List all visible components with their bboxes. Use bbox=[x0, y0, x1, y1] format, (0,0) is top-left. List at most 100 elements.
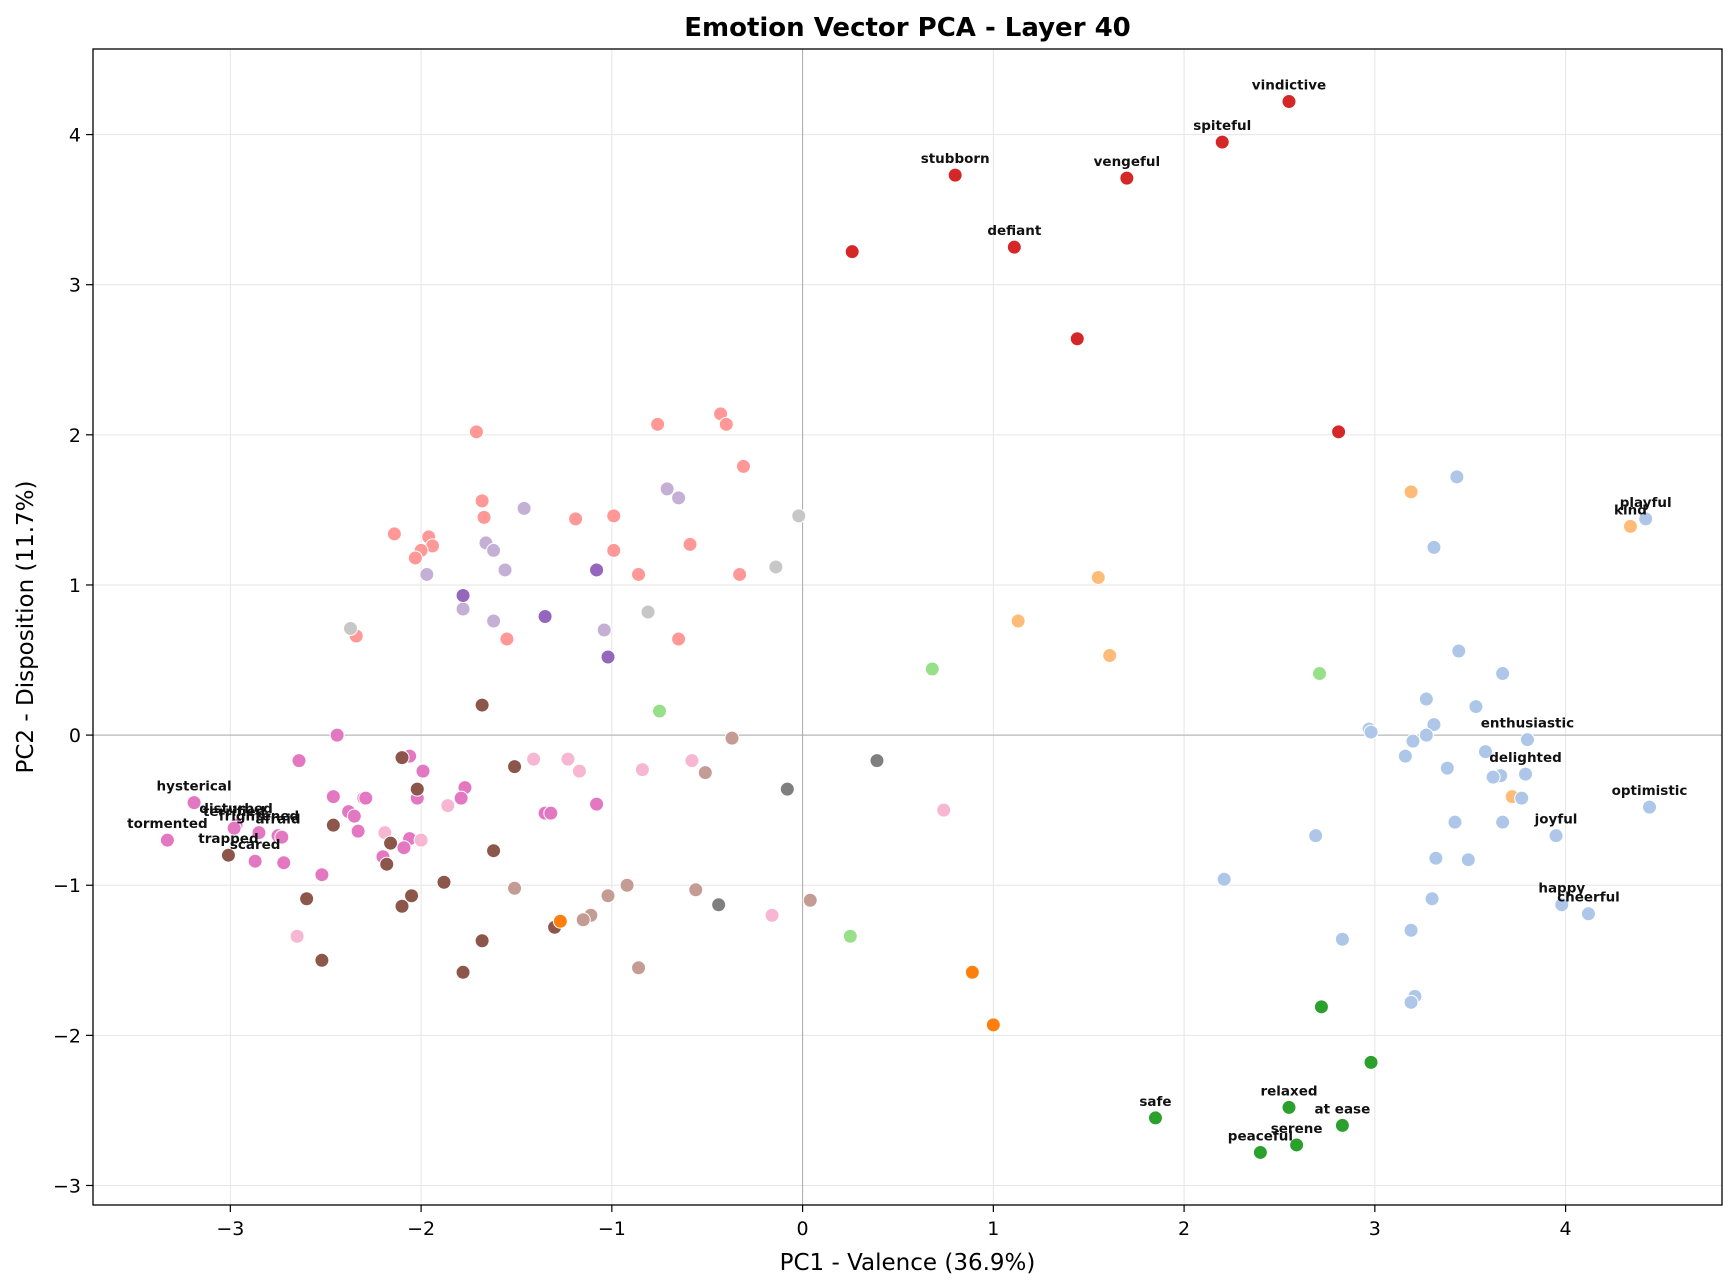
data-point bbox=[407, 550, 423, 566]
point-label: tormented bbox=[127, 816, 208, 832]
data-point bbox=[802, 892, 818, 908]
data-point bbox=[936, 802, 952, 818]
zero-lines bbox=[93, 49, 1722, 1205]
x-tick-label: 4 bbox=[1560, 1218, 1572, 1240]
data-point bbox=[631, 566, 647, 582]
y-tick-label: −3 bbox=[53, 1175, 81, 1197]
data-point bbox=[455, 964, 471, 980]
point-labels: vindictive spiteful stubborn vengeful defian… bbox=[127, 78, 1687, 1145]
data-point bbox=[1403, 922, 1419, 938]
data-point bbox=[1477, 744, 1493, 760]
data-point bbox=[1495, 814, 1511, 830]
data-point bbox=[947, 167, 963, 183]
data-point bbox=[247, 853, 263, 869]
data-point bbox=[404, 888, 420, 904]
data-point bbox=[516, 500, 532, 516]
data-points bbox=[159, 94, 1658, 1160]
point-label: disturbed bbox=[199, 801, 273, 817]
y-tick-label: −1 bbox=[53, 875, 81, 897]
data-point bbox=[1548, 828, 1564, 844]
data-point bbox=[1424, 891, 1440, 907]
data-point bbox=[455, 587, 471, 603]
x-tick-label: 1 bbox=[987, 1218, 999, 1240]
x-tick-label: 3 bbox=[1369, 1218, 1381, 1240]
data-point bbox=[220, 847, 236, 863]
data-point bbox=[711, 897, 727, 913]
data-point bbox=[1439, 760, 1455, 776]
data-point bbox=[413, 832, 429, 848]
data-point bbox=[440, 798, 456, 814]
data-point bbox=[386, 526, 402, 542]
data-point bbox=[1363, 724, 1379, 740]
data-point bbox=[1405, 733, 1421, 749]
point-label: terrified bbox=[203, 804, 265, 820]
point-label: peaceful bbox=[1228, 1128, 1293, 1144]
data-point bbox=[596, 622, 612, 638]
data-point bbox=[985, 1017, 1001, 1033]
data-point bbox=[1147, 1110, 1163, 1126]
data-point bbox=[1638, 511, 1654, 527]
data-point bbox=[575, 912, 591, 928]
data-point bbox=[718, 416, 734, 432]
data-point bbox=[526, 751, 542, 767]
data-point bbox=[682, 536, 698, 552]
data-point bbox=[924, 661, 940, 677]
y-tick-label: 3 bbox=[69, 275, 81, 297]
data-point bbox=[251, 825, 267, 841]
data-point bbox=[1313, 999, 1329, 1015]
y-tick-label: 4 bbox=[69, 125, 81, 147]
data-point bbox=[650, 416, 666, 432]
data-point bbox=[1281, 94, 1297, 110]
data-point bbox=[1622, 518, 1638, 534]
data-point bbox=[735, 458, 751, 474]
data-point bbox=[314, 867, 330, 883]
data-point bbox=[289, 928, 305, 944]
data-point bbox=[486, 843, 502, 859]
data-point bbox=[1580, 906, 1596, 922]
data-point bbox=[659, 481, 675, 497]
point-label: playful bbox=[1620, 495, 1672, 511]
chart-title: Emotion Vector PCA - Layer 40 bbox=[684, 13, 1131, 43]
data-point bbox=[436, 874, 452, 890]
data-point bbox=[226, 820, 242, 836]
data-point bbox=[1514, 790, 1530, 806]
point-label: relaxed bbox=[1260, 1083, 1317, 1099]
point-label: trapped bbox=[198, 831, 258, 847]
data-point bbox=[474, 697, 490, 713]
x-axis-label: PC1 - Valence (36.9%) bbox=[780, 1250, 1036, 1276]
data-point bbox=[274, 829, 290, 845]
data-point bbox=[291, 753, 307, 769]
point-label: safe bbox=[1139, 1094, 1171, 1110]
y-axis-ticks: −3 −2 −1 0 1 2 3 4 bbox=[53, 125, 93, 1197]
data-point bbox=[1069, 331, 1085, 347]
data-point bbox=[1334, 1117, 1350, 1133]
data-point bbox=[1214, 134, 1230, 150]
data-point bbox=[671, 490, 687, 506]
data-point bbox=[1418, 727, 1434, 743]
data-point bbox=[415, 763, 431, 779]
data-point bbox=[732, 566, 748, 582]
data-point bbox=[1289, 1137, 1305, 1153]
data-point bbox=[842, 928, 858, 944]
plot-frame bbox=[92, 48, 1723, 1206]
y-tick-label: 0 bbox=[69, 725, 81, 747]
x-tick-label: −3 bbox=[216, 1218, 244, 1240]
data-point bbox=[568, 511, 584, 527]
data-point bbox=[779, 781, 795, 797]
data-point bbox=[409, 781, 425, 797]
x-tick-label: −2 bbox=[407, 1218, 435, 1240]
data-point bbox=[1281, 1099, 1297, 1115]
data-point bbox=[325, 789, 341, 805]
data-point bbox=[589, 562, 605, 578]
data-point bbox=[1010, 613, 1026, 629]
point-label: afraid bbox=[256, 812, 301, 828]
data-point bbox=[844, 244, 860, 260]
data-point bbox=[606, 542, 622, 558]
data-point bbox=[543, 805, 559, 821]
point-label: enthusiastic bbox=[1481, 716, 1574, 732]
data-point bbox=[1447, 814, 1463, 830]
data-point bbox=[1468, 699, 1484, 715]
x-tick-label: −1 bbox=[598, 1218, 626, 1240]
x-tick-label: 0 bbox=[797, 1218, 809, 1240]
